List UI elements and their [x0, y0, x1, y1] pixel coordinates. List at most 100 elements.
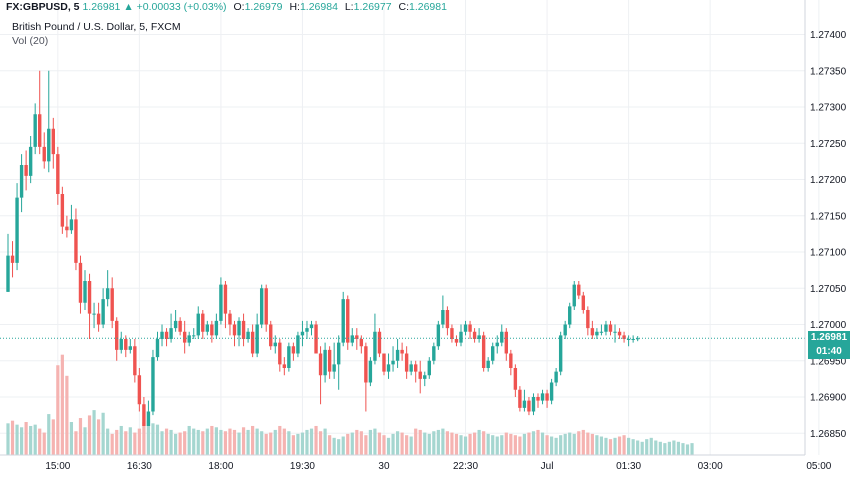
candle — [241, 313, 246, 347]
volume-bar — [291, 435, 295, 455]
volume-bar — [595, 435, 599, 455]
candle — [368, 357, 373, 387]
volume-bar — [38, 428, 42, 455]
price-tick-label: 1.26850 — [810, 429, 847, 440]
candle-body — [228, 313, 232, 325]
candle-body — [314, 324, 318, 354]
volume-bar — [373, 428, 377, 455]
candle-body — [617, 331, 622, 336]
candle-body — [223, 284, 228, 314]
candle-body — [536, 397, 540, 401]
time-tick-label: 16:30 — [127, 461, 152, 472]
volume-bar — [477, 429, 481, 455]
candle — [373, 313, 377, 365]
candle-body — [28, 146, 33, 176]
candle — [219, 277, 223, 325]
candle — [83, 270, 87, 310]
price-tick-label: 1.27050 — [810, 284, 847, 295]
candle — [47, 70, 51, 173]
candle — [622, 331, 626, 343]
candle — [427, 357, 431, 379]
candle-body — [87, 281, 92, 314]
candle — [210, 320, 214, 343]
volume-bar — [187, 425, 191, 455]
volume-bar — [47, 414, 51, 455]
volume-bar — [278, 425, 282, 455]
candle-body — [404, 353, 409, 372]
candle-body — [350, 335, 354, 343]
volume-bar — [531, 431, 536, 455]
candle-body — [155, 339, 160, 358]
candle — [160, 324, 164, 347]
candle-body — [445, 310, 450, 329]
candle-body — [540, 393, 545, 401]
low-value: 1.26977 — [353, 1, 392, 13]
candle — [518, 386, 522, 412]
volume-bar — [577, 431, 581, 455]
candle-body — [10, 255, 15, 263]
volume-bar — [418, 429, 422, 455]
volume-bar — [536, 429, 540, 455]
volume-bar — [33, 424, 37, 455]
candle-body — [613, 331, 617, 333]
candle-body — [323, 349, 327, 376]
candle-body — [635, 338, 640, 340]
price-tick-label: 1.27200 — [810, 175, 847, 186]
candle — [6, 233, 10, 292]
candle-body — [472, 331, 477, 339]
candle — [468, 320, 472, 339]
candle — [459, 324, 463, 347]
candle-body — [568, 306, 572, 325]
candle — [377, 328, 382, 358]
candle — [495, 335, 499, 354]
volume-bar — [183, 431, 187, 455]
price-axis[interactable]: 1.27400 1.27350 1.27300 1.27250 1.27200 1.271… — [810, 30, 847, 440]
candle-body — [287, 346, 291, 368]
volume-bar — [559, 435, 563, 455]
candle-body — [264, 288, 268, 325]
candle-body — [622, 335, 626, 339]
candle-body — [65, 226, 69, 231]
volume-bar — [572, 433, 576, 455]
candle — [223, 281, 228, 329]
candle — [450, 324, 454, 343]
close-value: 1.26981 — [409, 1, 447, 13]
candle — [404, 346, 409, 379]
volume-bar — [368, 429, 372, 455]
volume-bar — [246, 429, 250, 455]
candle-body — [382, 353, 386, 372]
candle-body — [432, 346, 436, 361]
candle-body — [187, 335, 191, 343]
candle — [250, 324, 255, 358]
volume-bar — [264, 433, 268, 455]
candle-body — [291, 346, 296, 354]
candle-body — [549, 382, 554, 401]
volume-bar — [337, 439, 341, 455]
candle-body — [182, 331, 187, 343]
candle-body — [137, 375, 142, 405]
price-tick-label: 1.26900 — [810, 393, 847, 404]
volume-bar — [518, 436, 522, 455]
candle-body — [51, 128, 55, 155]
candle — [423, 371, 427, 387]
candle-body — [210, 324, 214, 336]
candle-body — [142, 404, 146, 426]
volume-bar — [590, 433, 594, 455]
candle — [124, 335, 128, 358]
candle-body — [522, 400, 527, 408]
candle — [192, 328, 196, 339]
candle — [228, 310, 232, 336]
volume-bar — [409, 436, 413, 455]
candle — [92, 302, 96, 329]
candle-body — [359, 339, 364, 347]
volume-bar — [137, 428, 141, 455]
volume-bar — [405, 435, 409, 455]
volume-indicator-label[interactable]: Vol (20) — [12, 35, 49, 47]
candle — [472, 328, 477, 343]
candle-body — [318, 353, 323, 376]
time-axis[interactable]: 15:00 16:30 18:00 19:30 30 22:30 Jul 01:30 03:00… — [45, 461, 832, 472]
candle-body — [554, 371, 558, 383]
time-tick-label: Jul — [541, 461, 554, 472]
candle — [60, 186, 65, 234]
